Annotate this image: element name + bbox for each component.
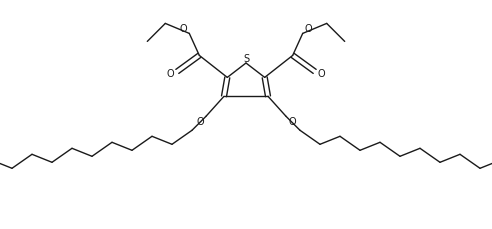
Text: O: O <box>318 69 326 79</box>
Text: O: O <box>180 24 187 34</box>
Text: O: O <box>305 24 312 34</box>
Text: O: O <box>196 117 204 127</box>
Text: O: O <box>166 69 174 79</box>
Text: S: S <box>243 54 249 64</box>
Text: O: O <box>288 117 296 127</box>
